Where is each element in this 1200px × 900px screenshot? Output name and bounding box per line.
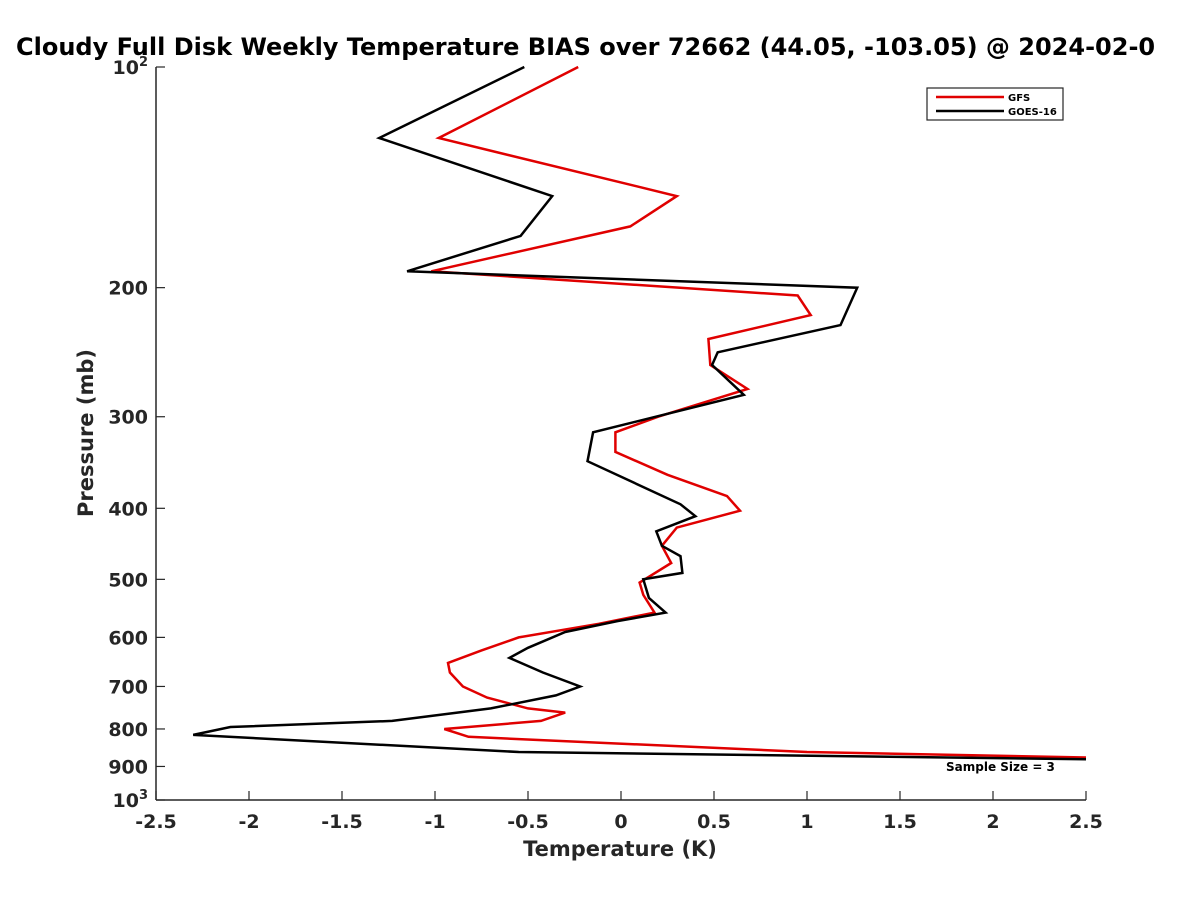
x-tick-label: -0.5 — [507, 811, 549, 833]
series-layer — [192, 65, 1087, 761]
sample-size-annotation: Sample Size = 3 — [946, 760, 1055, 774]
x-tick-label: 1.5 — [883, 811, 917, 833]
legend-label-goes16: GOES-16 — [1008, 107, 1057, 118]
x-tick-label: -2.5 — [135, 811, 177, 833]
y-tick-label: 102 — [113, 55, 149, 79]
x-tick-label: -1 — [424, 811, 445, 833]
x-tick-label: 0 — [614, 811, 627, 833]
y-tick-label: 103 — [113, 788, 149, 812]
y-tick-label: 300 — [108, 407, 148, 429]
y-tick-label: 800 — [108, 719, 148, 741]
y-tick-label: 400 — [108, 498, 148, 520]
series-line-gfs — [431, 65, 1087, 759]
y-tick-label: 700 — [108, 676, 148, 698]
y-tick-label: 600 — [108, 627, 148, 649]
legend-label-gfs: GFS — [1008, 93, 1030, 104]
x-tick-label: -2 — [238, 811, 259, 833]
x-tick-label: 2 — [986, 811, 999, 833]
y-tick-label: 900 — [108, 756, 148, 778]
x-tick-label: 1 — [800, 811, 813, 833]
x-tick-label: 0.5 — [697, 811, 731, 833]
x-tick-label: -1.5 — [321, 811, 363, 833]
y-tick-label: 200 — [108, 278, 148, 300]
y-tick-label: 500 — [108, 569, 148, 591]
y-axis-label: Pressure (mb) — [74, 349, 98, 517]
legend: GFS GOES-16 — [926, 87, 1064, 121]
ticks-layer: -2.5 -2 -1.5 -1 -0.5 0 0.5 1 1.5 2 2.5 102 200 300 400… — [108, 55, 1103, 833]
x-axis-label: Temperature (K) — [523, 837, 717, 861]
x-tick-label: 2.5 — [1069, 811, 1103, 833]
series-line-goes16 — [192, 65, 1087, 761]
chart-title: Cloudy Full Disk Weekly Temperature BIAS… — [16, 33, 1155, 61]
legend-box — [926, 87, 1064, 121]
